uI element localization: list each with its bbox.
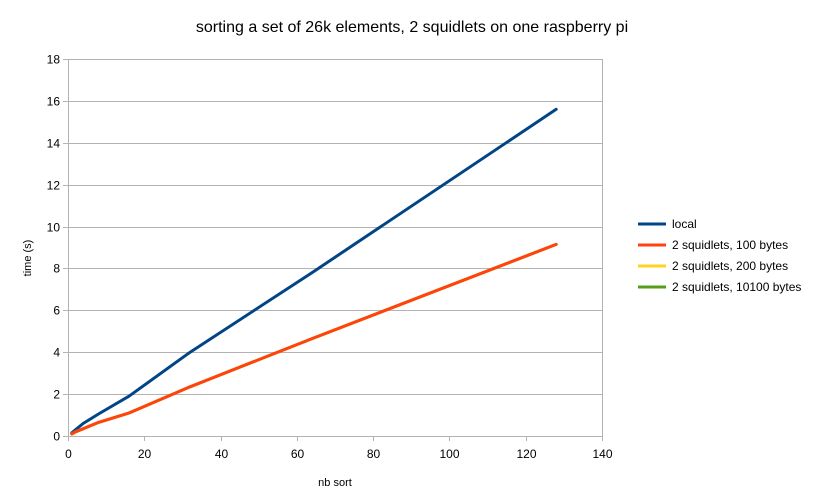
- y-tick-label: 0: [53, 430, 60, 444]
- y-tick-label: 16: [47, 95, 61, 109]
- series-line-local: [70, 107, 558, 435]
- x-tick-label: 60: [291, 447, 305, 461]
- y-tick-label: 12: [47, 179, 61, 193]
- x-axis-title: nb sort: [318, 477, 352, 489]
- x-tick-label: 80: [367, 447, 381, 461]
- y-tick-label: 18: [47, 53, 61, 67]
- legend-label: local: [672, 217, 697, 231]
- y-tick-label: 10: [47, 221, 61, 235]
- axes: 0 2 4 6 8 10 12 14 16 18 0 20 40 60 80 100 120 140: [47, 53, 613, 462]
- y-tick-label: 2: [53, 388, 60, 402]
- grid: [68, 59, 602, 437]
- chart-title: sorting a set of 26k elements, 2 squidle…: [196, 19, 628, 36]
- series-lines: [70, 107, 558, 436]
- x-tick-label: 100: [439, 447, 459, 461]
- y-tick-label: 6: [53, 304, 60, 318]
- y-tick-label: 8: [53, 262, 60, 276]
- x-tick-label: 120: [516, 447, 536, 461]
- x-tick-label: 40: [215, 447, 229, 461]
- y-tick-label: 14: [47, 137, 61, 151]
- x-tick-label: 20: [138, 447, 152, 461]
- legend-label: 2 squidlets, 10100 bytes: [672, 280, 801, 294]
- legend-label: 2 squidlets, 100 bytes: [672, 238, 788, 252]
- y-tick-label: 4: [53, 346, 60, 360]
- legend-label: 2 squidlets, 200 bytes: [672, 259, 788, 273]
- legend: local 2 squidlets, 100 bytes 2 squidlets, …: [638, 217, 801, 294]
- y-axis-title: time (s): [22, 240, 34, 277]
- x-tick-label: 140: [592, 447, 612, 461]
- x-tick-label: 0: [65, 447, 72, 461]
- series-line-2-squidlets-100-bytes: [70, 242, 558, 436]
